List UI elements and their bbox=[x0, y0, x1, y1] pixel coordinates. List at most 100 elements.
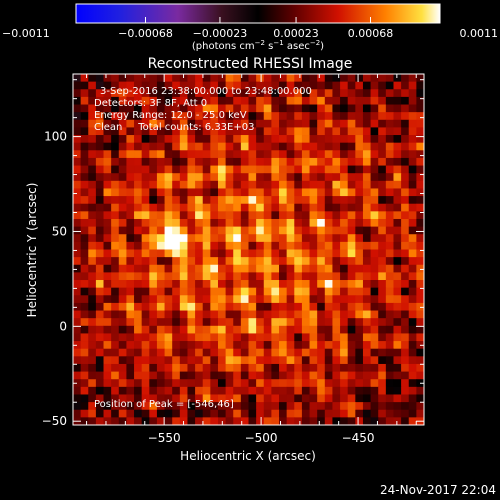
heatmap-cell bbox=[195, 119, 204, 128]
heatmap-cell bbox=[317, 257, 326, 266]
heatmap-cell bbox=[355, 379, 364, 388]
heatmap-cell bbox=[309, 302, 318, 311]
heatmap-cell bbox=[340, 341, 349, 350]
heatmap-cell bbox=[385, 81, 394, 90]
heatmap-cell bbox=[172, 96, 181, 105]
heatmap-cell bbox=[416, 211, 425, 220]
heatmap-cell bbox=[416, 150, 425, 159]
heatmap-cell bbox=[378, 226, 387, 235]
heatmap-cell bbox=[187, 249, 196, 258]
heatmap-cell bbox=[172, 165, 181, 174]
heatmap-cell bbox=[347, 150, 356, 159]
heatmap-cell bbox=[378, 196, 387, 205]
heatmap-cell bbox=[324, 89, 333, 98]
heatmap-cell bbox=[195, 295, 204, 304]
heatmap-cell bbox=[248, 188, 257, 197]
heatmap-cell bbox=[195, 188, 204, 197]
heatmap-cell bbox=[88, 409, 97, 418]
heatmap-cell bbox=[225, 386, 234, 395]
heatmap-cell bbox=[88, 157, 97, 166]
heatmap-cell bbox=[370, 89, 379, 98]
heatmap-cell bbox=[271, 180, 280, 189]
heatmap-cell bbox=[385, 112, 394, 121]
heatmap-cell bbox=[317, 180, 326, 189]
heatmap-cell bbox=[301, 402, 310, 411]
heatmap-cell bbox=[271, 272, 280, 281]
heatmap-cell bbox=[134, 333, 143, 342]
heatmap-cell bbox=[233, 310, 242, 319]
heatmap-cell bbox=[103, 74, 112, 83]
heatmap-cell bbox=[217, 127, 227, 136]
heatmap-cell bbox=[294, 409, 303, 418]
heatmap-cell bbox=[217, 249, 227, 258]
heatmap-cell bbox=[95, 272, 104, 281]
heatmap-cell bbox=[370, 188, 379, 197]
heatmap-cell bbox=[378, 241, 387, 250]
heatmap-cell bbox=[202, 96, 211, 105]
heatmap-cell bbox=[332, 89, 341, 98]
heatmap-cell bbox=[248, 241, 257, 250]
heatmap-cell bbox=[210, 203, 219, 212]
heatmap-cell bbox=[217, 318, 227, 327]
heatmap-cell bbox=[95, 234, 104, 243]
heatmap-cell bbox=[179, 241, 188, 250]
heatmap-cell bbox=[401, 417, 410, 426]
heatmap-cell bbox=[309, 104, 318, 113]
heatmap-cell bbox=[248, 218, 257, 228]
heatmap-cell bbox=[378, 295, 387, 304]
heatmap-cell bbox=[240, 203, 249, 212]
heatmap-cell bbox=[286, 112, 295, 121]
heatmap-cell bbox=[118, 142, 127, 151]
heatmap-cell bbox=[408, 356, 417, 365]
heatmap-cell bbox=[210, 302, 219, 311]
heatmap-cell bbox=[210, 104, 219, 113]
heatmap-cell bbox=[263, 394, 272, 403]
heatmap-cell bbox=[340, 203, 349, 212]
heatmap-cell bbox=[370, 409, 379, 418]
heatmap-cell bbox=[286, 287, 295, 296]
heatmap-cell bbox=[279, 81, 288, 90]
heatmap-cell bbox=[164, 188, 173, 197]
heatmap-cell bbox=[317, 409, 326, 418]
heatmap-cell bbox=[95, 157, 104, 166]
heatmap-cell bbox=[156, 180, 165, 189]
heatmap-cell bbox=[340, 150, 349, 159]
heatmap-cell bbox=[385, 379, 394, 388]
heatmap-cell bbox=[80, 356, 89, 365]
heatmap-cell bbox=[134, 302, 143, 311]
heatmap-cell bbox=[187, 394, 196, 403]
heatmap-cell bbox=[164, 409, 173, 418]
heatmap-cell bbox=[126, 119, 135, 128]
heatmap-cell bbox=[73, 157, 82, 166]
heatmap-cell bbox=[263, 310, 272, 319]
heatmap-cell bbox=[355, 371, 364, 380]
heatmap-cell bbox=[156, 89, 165, 98]
heatmap-cell bbox=[233, 203, 242, 212]
heatmap-cell bbox=[378, 272, 387, 281]
heatmap-cell bbox=[172, 196, 181, 205]
heatmap-cell bbox=[217, 74, 227, 83]
heatmap-cell bbox=[324, 318, 333, 327]
heatmap-cell bbox=[134, 165, 143, 174]
heatmap-cell bbox=[256, 318, 265, 327]
heatmap-cell bbox=[355, 295, 364, 304]
heatmap-cell bbox=[263, 302, 272, 311]
heatmap-cell bbox=[286, 257, 295, 266]
heatmap-cell bbox=[134, 272, 143, 281]
heatmap-cell bbox=[111, 302, 120, 311]
heatmap-cell bbox=[294, 96, 303, 105]
heatmap-cell bbox=[256, 89, 265, 98]
heatmap-cell bbox=[301, 96, 310, 105]
heatmap-cell bbox=[210, 394, 219, 403]
heatmap-cell bbox=[149, 203, 158, 212]
heatmap-cell bbox=[263, 119, 272, 128]
heatmap-cell bbox=[210, 257, 219, 266]
heatmap-cell bbox=[80, 173, 89, 182]
heatmap-cell bbox=[187, 257, 196, 266]
heatmap-cell bbox=[370, 280, 379, 289]
heatmap-cell bbox=[118, 287, 127, 296]
heatmap-cell bbox=[156, 287, 165, 296]
heatmap-cell bbox=[126, 287, 135, 296]
heatmap-cell bbox=[73, 409, 82, 418]
heatmap-cell bbox=[217, 287, 227, 296]
